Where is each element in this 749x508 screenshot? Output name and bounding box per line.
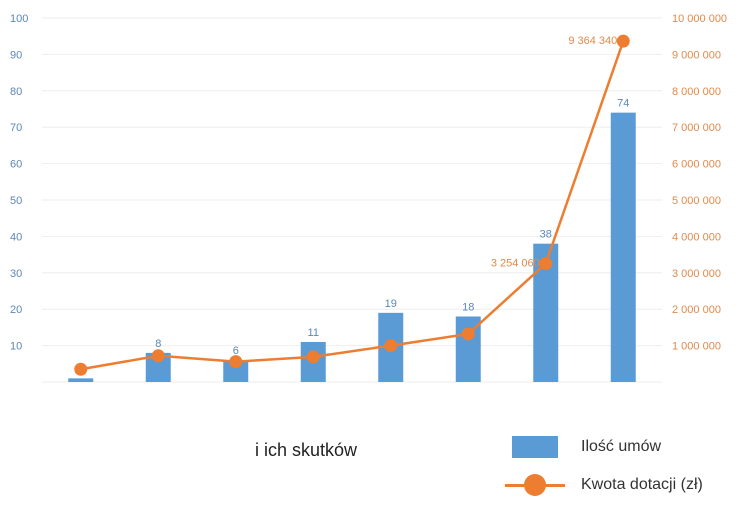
line-point (151, 349, 165, 363)
right-axis-tick-label: 5 000 000 (672, 195, 721, 207)
bar-value-label: 18 (462, 301, 474, 313)
line-point (461, 327, 475, 341)
line-point (229, 355, 243, 369)
left-axis-tick-label: 40 (10, 231, 22, 243)
right-axis-tick-label: 7 000 000 (672, 122, 721, 134)
left-axis-tick-label: 30 (10, 268, 22, 280)
legend-label-bars: Ilość umów (581, 438, 662, 455)
legend-item-line: Kwota dotacji (zł) (505, 466, 749, 504)
line-point (306, 350, 320, 364)
bar-value-label: 11 (308, 327, 319, 339)
right-axis-tick-label: 4 000 000 (672, 231, 721, 243)
right-axis-tick-label: 8 000 000 (672, 86, 721, 98)
left-axis-tick-label: 60 (10, 159, 22, 171)
left-axis-tick-label: 70 (10, 122, 22, 134)
bar-value-label: 38 (540, 229, 552, 241)
cropped-text-fragment: i ich skutków (255, 440, 358, 460)
line-value-label: 9 364 340 (568, 35, 617, 47)
right-axis-tick-label: 6 000 000 (672, 159, 721, 171)
right-axis-tick-label: 1 000 000 (672, 341, 721, 353)
right-axis-tick-label: 10 000 000 (672, 13, 727, 25)
left-axis-tick-label: 90 (10, 49, 22, 61)
bar (223, 360, 249, 382)
line-point (384, 339, 398, 353)
right-axis-tick-label: 9 000 000 (672, 49, 721, 61)
right-axis-tick-label: 3 000 000 (672, 268, 721, 280)
line-series-path (80, 40, 625, 371)
bar-value-label: 19 (385, 298, 397, 310)
bar (68, 378, 94, 382)
left-axis-tick-label: 10 (10, 341, 22, 353)
legend: Ilość umów Kwota dotacji (zł) (505, 428, 749, 504)
left-axis-tick-label: 80 (10, 86, 22, 98)
left-axis-tick-label: 100 (10, 13, 28, 25)
legend-bar-swatch (512, 436, 558, 458)
legend-label-line: Kwota dotacji (zł) (581, 476, 703, 493)
left-axis-tick-label: 20 (10, 304, 22, 316)
line-value-label: 3 254 060 (491, 258, 540, 270)
left-axis-tick-label: 50 (10, 195, 22, 207)
right-axis-tick-label: 2 000 000 (672, 304, 721, 316)
line-point (74, 362, 88, 376)
line-point (616, 34, 630, 48)
bar (610, 112, 636, 382)
combo-chart: 10 20 30 40 50 60 70 80 90 100 1 000 000 2 000 000 3… (10, 13, 727, 383)
bar-value-label: 74 (617, 98, 629, 110)
legend-line-swatch (505, 474, 565, 496)
bar-value-label: 6 (233, 345, 239, 357)
line-point (539, 257, 553, 271)
bar-value-label: 8 (155, 338, 161, 350)
legend-item-bars: Ilość umów (505, 428, 749, 466)
